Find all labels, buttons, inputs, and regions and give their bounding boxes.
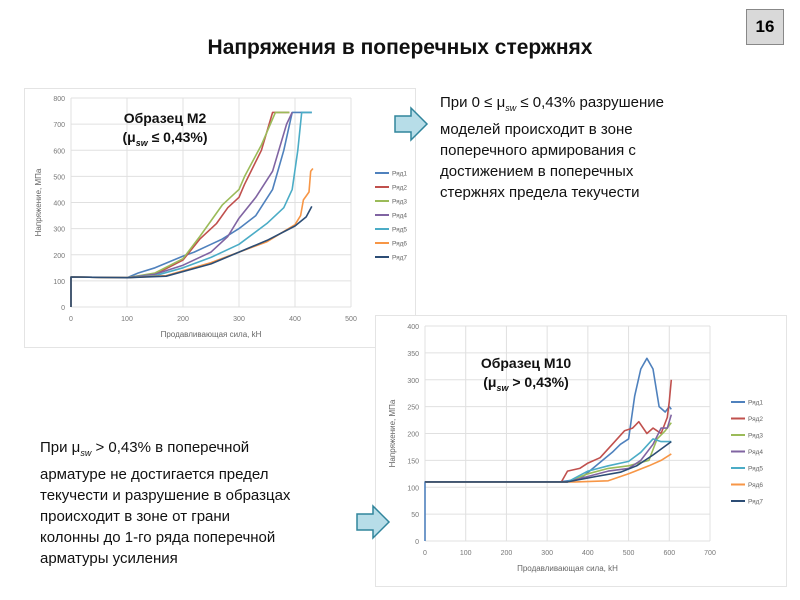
text-line: стержнях предела текучести: [440, 184, 640, 201]
x-tick-label: 500: [345, 316, 357, 323]
legend-label: Ряд6: [392, 241, 407, 248]
y-tick-label: 400: [53, 201, 65, 208]
series-line-Ряд7: [70, 206, 313, 307]
legend-label: Ряд6: [748, 482, 763, 489]
arrow-right-icon: [356, 504, 391, 540]
x-tick-label: 500: [623, 550, 635, 557]
chart-m10: 0 50 100 150 200 250 300 350 400 0 100 200 300 400 500…: [375, 315, 787, 587]
y-tick-label: 200: [53, 253, 65, 260]
y-tick-label: 400: [407, 324, 419, 331]
text-line: достижением в поперечных: [440, 163, 634, 180]
label-text: (μ: [122, 129, 136, 145]
legend-label: Ряд5: [392, 227, 407, 234]
y-tick-label: 800: [53, 96, 65, 103]
y-tick-label: 100: [53, 279, 65, 286]
x-tick-label: 100: [121, 316, 133, 323]
chart-m2-label: Образец М2 (μsw ≤ 0,43%): [95, 109, 235, 153]
x-tick-label: 200: [501, 550, 513, 557]
x-tick-label: 400: [289, 316, 301, 323]
y-tick-label: 50: [411, 512, 419, 519]
y-tick-label: 300: [407, 378, 419, 385]
y-tick-label: 350: [407, 351, 419, 358]
y-tick-label: 300: [53, 227, 65, 234]
text-bottom: При μsw > 0,43% в поперечной арматуре не…: [40, 437, 360, 569]
text-part: При μ: [40, 439, 81, 456]
legend-label: Ряд3: [748, 433, 763, 440]
text-line: арматуры усиления: [40, 550, 178, 567]
series-line-Ряд6: [425, 453, 672, 483]
text-line: моделей происходит в зоне: [440, 121, 633, 138]
legend-label: Ряд7: [748, 499, 763, 506]
y-tick-label: 200: [407, 432, 419, 439]
chart-m2-label-title: Образец М2: [123, 110, 207, 126]
text-part: ≤ 0,43% разрушение: [516, 94, 664, 111]
y-tick-label: 150: [407, 458, 419, 465]
label-text: (μ: [483, 374, 497, 390]
chart-m2: 0 100 200 300 400 500 600 700 800 0 100 200 300 400 50…: [24, 88, 416, 348]
x-tick-label: 100: [460, 550, 472, 557]
x-tick-label: 700: [704, 550, 716, 557]
text-line: поперечного армирования с: [440, 142, 636, 159]
series-line-Ряд1: [70, 111, 312, 307]
chart-svg: 0 100 200 300 400 500 600 700 800 0 100 200 300 400 50…: [34, 96, 407, 339]
x-tick-label: 300: [233, 316, 245, 323]
page-number-badge: 16: [746, 9, 784, 45]
legend-label: Ряд7: [392, 255, 407, 262]
y-tick-label: 600: [53, 148, 65, 155]
y-tick-label: 0: [415, 539, 419, 546]
legend-label: Ряд1: [748, 400, 763, 407]
legend-label: Ряд4: [392, 213, 407, 220]
y-tick-label: 700: [53, 122, 65, 129]
chart-m10-label: Образец М10 (μsw > 0,43%): [456, 354, 596, 398]
text-line: происходит в зоне от грани: [40, 508, 231, 525]
y-axis-label: Напряжение, МПа: [34, 168, 43, 236]
series-line-Ряд5: [425, 438, 672, 483]
chart-svg: 0 50 100 150 200 250 300 350 400 0 100 200 300 400 500…: [388, 324, 763, 573]
legend-label: Ряд3: [392, 199, 407, 206]
x-tick-label: 200: [177, 316, 189, 323]
x-tick-label: 600: [663, 550, 675, 557]
label-sub: sw: [496, 382, 509, 393]
text-sub: sw: [505, 103, 517, 113]
text-sub: sw: [80, 448, 92, 458]
text-line: арматуре не достигается предел: [40, 466, 269, 483]
label-text: ≤ 0,43%): [147, 129, 208, 145]
series-line-Ряд6: [70, 167, 314, 307]
series-line-Ряд3: [425, 422, 672, 483]
legend-label: Ряд2: [392, 185, 407, 192]
text-line: колонны до 1-го ряда поперечной: [40, 529, 276, 546]
x-axis-label: Продавливающая сила, kH: [517, 564, 618, 573]
y-tick-label: 500: [53, 174, 65, 181]
y-tick-label: 0: [61, 305, 65, 312]
legend-label: Ряд2: [748, 416, 763, 423]
slide-title: Напряжения в поперечных стержнях: [207, 36, 593, 59]
x-tick-label: 0: [69, 316, 73, 323]
y-axis-label: Напряжение, МПа: [388, 399, 397, 467]
series-line-Ряд2: [425, 379, 673, 483]
x-tick-label: 300: [541, 550, 553, 557]
series-line-Ряд7: [425, 440, 672, 483]
legend-label: Ряд5: [748, 466, 763, 473]
text-top: При 0 ≤ μsw ≤ 0,43% разрушение моделей п…: [440, 92, 740, 203]
legend-label: Ряд4: [748, 449, 763, 456]
text-part: > 0,43% в поперечной: [91, 439, 250, 456]
x-tick-label: 400: [582, 550, 594, 557]
x-axis-label: Продавливающая сила, kH: [161, 330, 262, 339]
y-tick-label: 100: [407, 485, 419, 492]
y-tick-label: 250: [407, 405, 419, 412]
label-text: > 0,43%): [508, 374, 569, 390]
x-tick-label: 0: [423, 550, 427, 557]
label-sub: sw: [135, 137, 148, 148]
text-line: текучести и разрушение в образцах: [40, 487, 291, 504]
legend-label: Ряд1: [392, 171, 407, 178]
text-part: При 0 ≤ μ: [440, 94, 506, 111]
arrow-right-icon: [394, 106, 429, 142]
chart-m10-label-title: Образец М10: [480, 355, 572, 371]
